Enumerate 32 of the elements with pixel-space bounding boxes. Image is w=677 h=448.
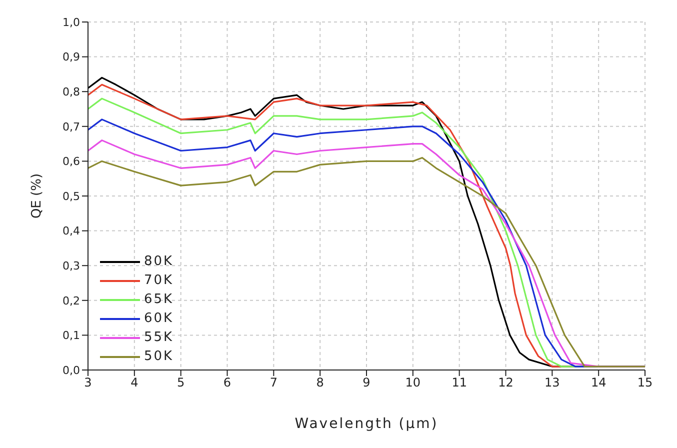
y-tick-label: 0,8 xyxy=(62,86,80,99)
x-tick-label: 3 xyxy=(84,376,92,390)
x-tick-label: 11 xyxy=(452,376,467,390)
x-tick-label: 10 xyxy=(405,376,421,390)
x-tick-label: 14 xyxy=(590,376,606,390)
y-tick-label: 0,0 xyxy=(62,364,80,377)
legend-label: 70K xyxy=(144,273,174,288)
y-tick-label: 0,4 xyxy=(62,224,80,238)
legend-label: 60K xyxy=(144,311,174,326)
x-tick-label: 6 xyxy=(223,376,232,390)
y-axis-title: QE (%) xyxy=(30,173,45,219)
x-tick-label: 5 xyxy=(177,376,185,390)
y-tick-label: 0,2 xyxy=(62,294,80,308)
x-tick-label: 7 xyxy=(270,376,278,390)
legend-label: 80K xyxy=(144,254,174,269)
x-tick-label: 12 xyxy=(498,376,514,390)
y-tick-label: 1,0 xyxy=(62,16,80,29)
legend-label: 55K xyxy=(144,330,174,345)
x-axis-title: Wavelength (µm) xyxy=(294,416,438,432)
x-tick-label: 8 xyxy=(316,376,324,390)
x-tick-label: 15 xyxy=(637,376,653,390)
y-tick-label: 0,3 xyxy=(62,260,80,273)
y-tick-label: 0,1 xyxy=(62,329,80,342)
x-tick-label: 9 xyxy=(362,376,370,390)
y-tick-label: 0,9 xyxy=(62,50,80,64)
x-tick-label: 4 xyxy=(130,376,138,390)
y-tick-label: 0,7 xyxy=(62,120,80,134)
y-tick-label: 0,6 xyxy=(62,155,80,168)
x-tick-label: 13 xyxy=(544,376,560,390)
legend-label: 65K xyxy=(144,292,174,307)
legend-label: 50K xyxy=(144,349,174,364)
y-tick-label: 0,5 xyxy=(62,190,80,203)
